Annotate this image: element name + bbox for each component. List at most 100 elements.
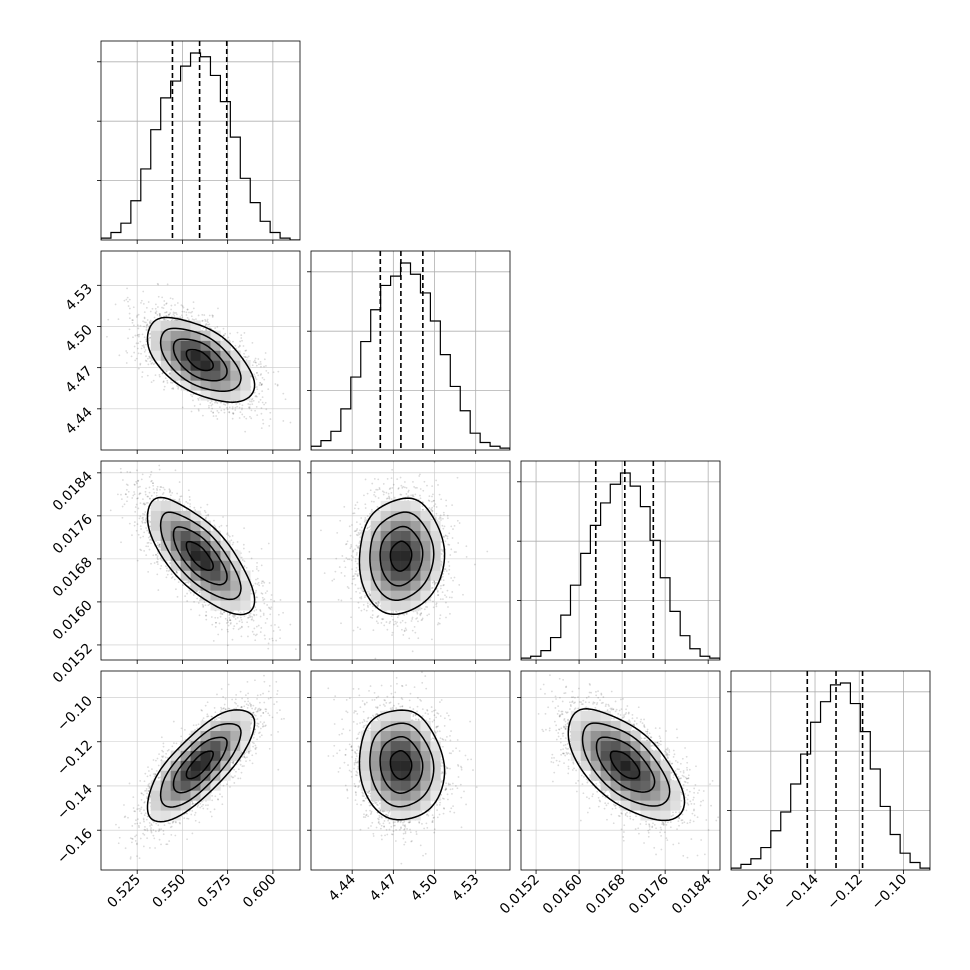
sample-point	[256, 583, 259, 585]
sample-point	[213, 519, 215, 522]
density-cell	[190, 570, 201, 581]
sample-point	[187, 817, 190, 820]
sample-point	[269, 411, 272, 414]
sample-point	[155, 759, 157, 762]
sample-point	[134, 510, 137, 513]
sample-point	[431, 510, 434, 513]
sample-point	[443, 584, 445, 586]
sample-point	[396, 625, 399, 628]
sample-point	[250, 722, 253, 725]
density-cell	[170, 790, 181, 801]
sample-point	[425, 509, 428, 511]
density-cell	[190, 550, 201, 561]
density-cell	[180, 380, 191, 391]
sample-point	[462, 593, 464, 596]
sample-point	[268, 582, 271, 584]
sample-point	[147, 783, 150, 786]
sample-point	[396, 621, 398, 624]
sample-point	[358, 540, 361, 543]
sample-point	[276, 384, 279, 387]
sample-point	[146, 837, 149, 840]
sample-point	[156, 487, 158, 490]
sample-point	[170, 304, 173, 307]
sample-point	[216, 418, 219, 420]
sample-point	[142, 498, 144, 500]
sample-point	[144, 772, 147, 775]
sample-point	[165, 302, 168, 305]
sample-point	[432, 600, 434, 603]
sample-point	[139, 810, 141, 812]
sample-point	[154, 553, 157, 556]
sample-point	[137, 367, 140, 370]
density-cell	[380, 520, 391, 531]
sample-point	[405, 612, 408, 615]
sample-point	[144, 518, 147, 521]
sample-point	[197, 399, 200, 401]
sample-point	[346, 585, 349, 588]
sample-point	[198, 614, 201, 617]
sample-point	[264, 592, 267, 594]
sample-point	[158, 543, 161, 546]
sample-point	[368, 592, 371, 595]
sample-point	[403, 629, 406, 632]
sample-point	[145, 343, 147, 346]
sample-point	[245, 359, 248, 361]
sample-point	[147, 339, 150, 342]
sample-point	[175, 570, 178, 573]
density-cell	[210, 540, 221, 551]
sample-point	[159, 312, 161, 315]
sample-point	[251, 707, 254, 710]
sample-point	[250, 705, 252, 708]
sample-point	[356, 562, 359, 565]
sample-point	[259, 727, 262, 730]
sample-point	[386, 477, 389, 480]
sample-point	[253, 733, 255, 736]
density-cell	[420, 570, 431, 581]
sample-point	[223, 611, 225, 614]
density-cell	[210, 550, 221, 561]
sample-point	[259, 609, 262, 611]
sample-point	[276, 383, 279, 386]
sample-point	[204, 318, 207, 321]
sample-point	[220, 688, 223, 690]
sample-point	[257, 725, 260, 728]
density-cell	[400, 550, 411, 561]
sample-point	[270, 594, 273, 596]
sample-point	[376, 604, 379, 607]
sample-point	[145, 527, 148, 529]
sample-point	[243, 560, 246, 563]
sample-point	[352, 578, 354, 581]
sample-point	[202, 717, 205, 720]
sample-point	[216, 402, 219, 405]
sample-point	[227, 621, 230, 624]
sample-point	[393, 623, 395, 626]
sample-point	[162, 307, 165, 310]
sample-point	[198, 591, 201, 594]
sample-point	[436, 589, 439, 592]
sample-point	[357, 558, 360, 560]
sample-point	[387, 495, 390, 498]
sample-point	[232, 413, 235, 415]
sample-point	[251, 403, 254, 406]
sample-point	[256, 414, 259, 417]
density-cell	[400, 520, 411, 531]
sample-point	[142, 832, 145, 835]
sample-point	[267, 542, 270, 545]
sample-point	[450, 548, 453, 551]
sample-point	[445, 570, 448, 572]
sample-point	[252, 711, 255, 714]
sample-point	[149, 322, 152, 325]
sample-point	[343, 575, 346, 577]
sample-point	[132, 807, 135, 809]
sample-point	[264, 724, 267, 727]
sample-point	[137, 497, 139, 500]
sample-point	[263, 674, 265, 677]
sample-point	[431, 506, 434, 509]
sample-point	[403, 630, 406, 633]
sample-point	[267, 690, 270, 693]
sample-point	[372, 629, 375, 632]
sample-point	[240, 706, 242, 709]
sample-point	[178, 481, 181, 483]
sample-point	[350, 597, 352, 600]
sample-point	[257, 708, 260, 711]
